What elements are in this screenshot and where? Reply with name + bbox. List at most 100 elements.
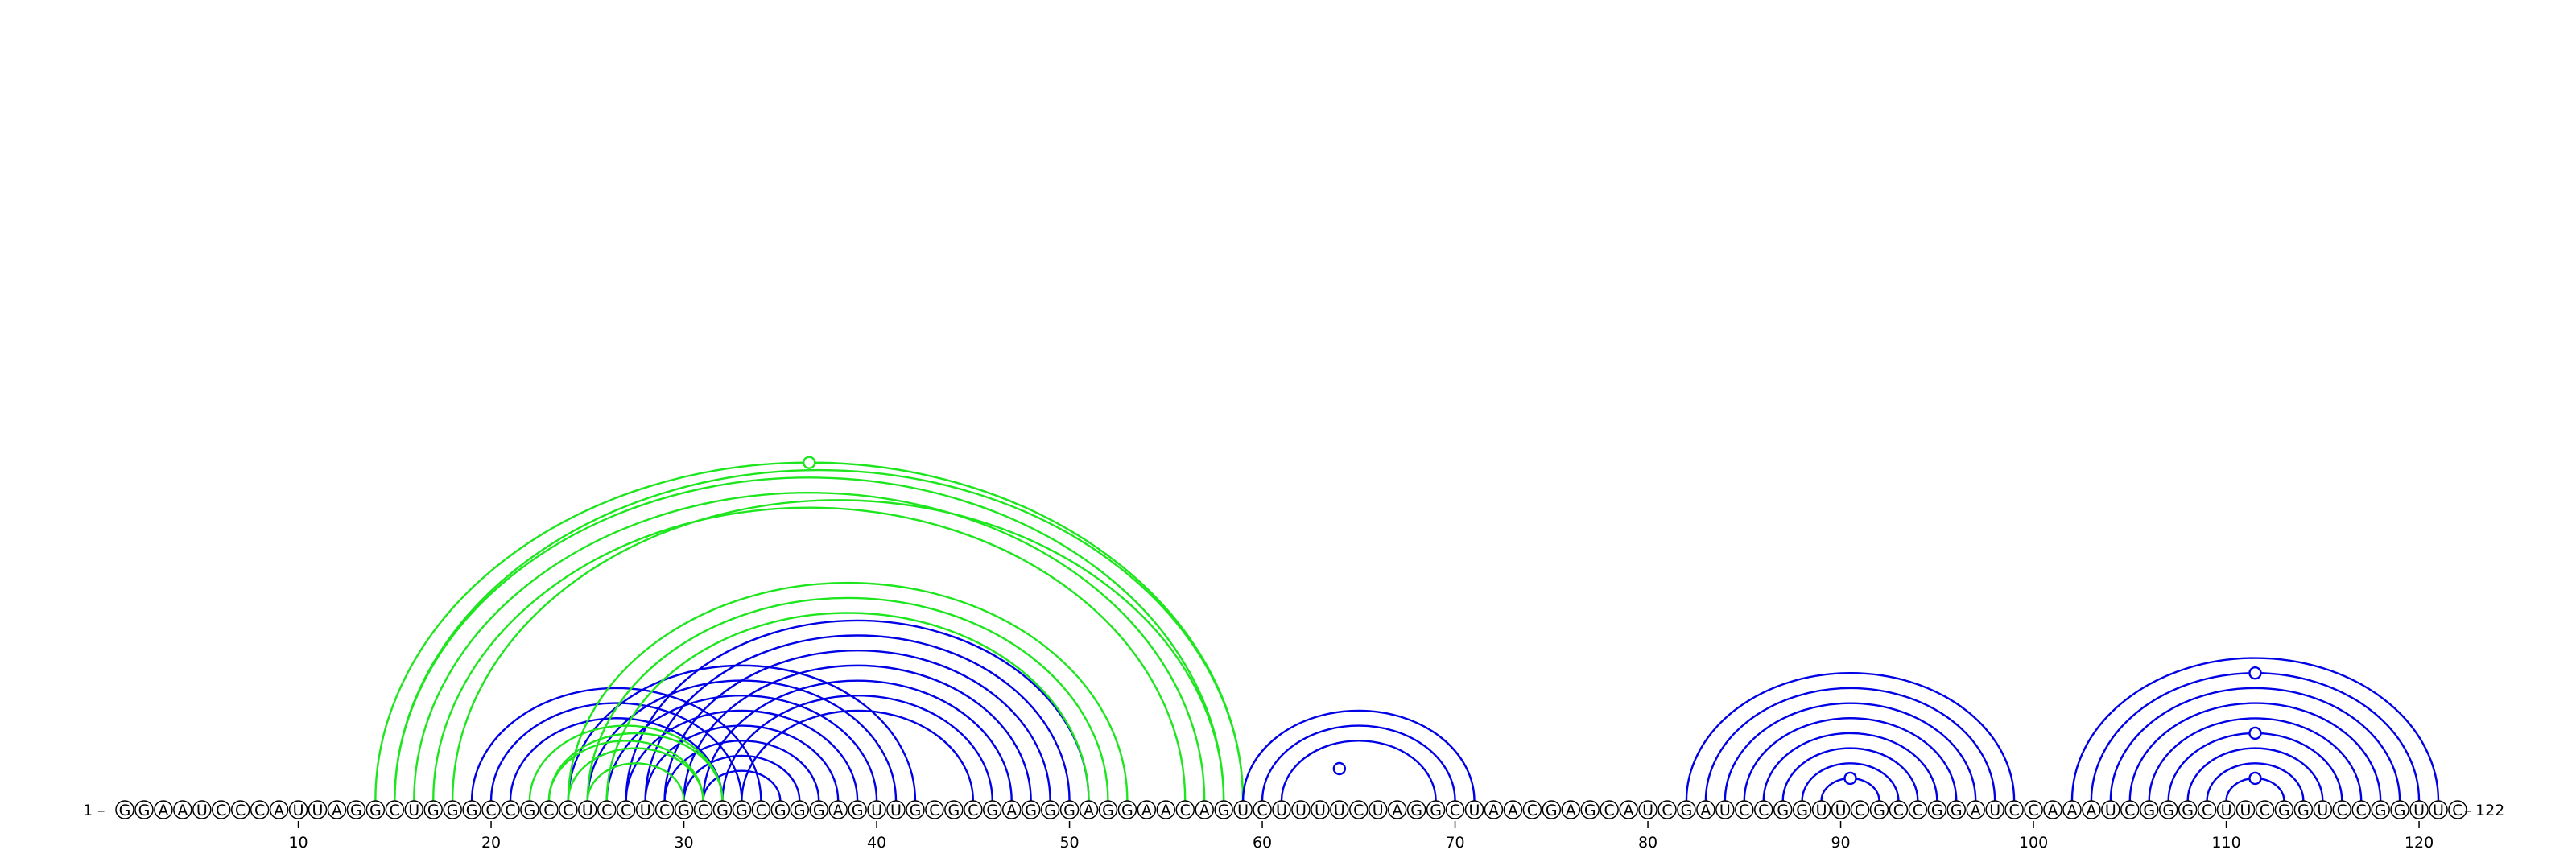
nucleotide-letter: G bbox=[736, 802, 748, 819]
nucleotide-letter: G bbox=[1218, 802, 1230, 819]
nucleotide: G bbox=[443, 800, 462, 819]
nucleotide: U bbox=[635, 800, 655, 819]
nucleotide: C bbox=[751, 800, 771, 819]
nucleotide-circle bbox=[1946, 800, 1966, 819]
nucleotide-letter: C bbox=[2124, 802, 2135, 819]
nucleotide: G bbox=[712, 800, 733, 819]
nucleotide: U bbox=[2101, 800, 2120, 819]
nucleotide-circle bbox=[1561, 800, 1580, 819]
nucleotide-circle bbox=[1811, 800, 1831, 819]
nucleotide-letter: U bbox=[293, 802, 304, 819]
nucleotide-letter: G bbox=[1777, 802, 1789, 819]
nucleotide-circle bbox=[770, 800, 791, 819]
base-pair-arc bbox=[394, 468, 1245, 802]
base-pair-arc bbox=[586, 596, 1109, 802]
nucleotide-letter: C bbox=[543, 802, 554, 819]
nucleotide-circle bbox=[2371, 800, 2390, 819]
nucleotide-letter: C bbox=[929, 802, 939, 819]
nucleotide: A bbox=[2082, 800, 2101, 819]
nucleotide-circle bbox=[1580, 800, 1600, 819]
base-pair-arc bbox=[1704, 687, 1996, 802]
nucleotide-letter: U bbox=[312, 802, 324, 819]
nucleotide: U bbox=[404, 800, 423, 819]
nucleotide: G bbox=[674, 800, 694, 819]
nucleotide-letter: G bbox=[1681, 802, 1693, 819]
nucleotide-letter: G bbox=[1584, 802, 1596, 819]
nucleotide-circle bbox=[2313, 800, 2333, 819]
nucleotide-circle bbox=[1657, 800, 1677, 819]
nucleotide: C bbox=[501, 800, 520, 819]
nucleotide: C bbox=[539, 800, 559, 819]
nucleotide-letter: C bbox=[2260, 802, 2270, 819]
nucleotide-letter: G bbox=[2182, 802, 2194, 819]
base-pair-arc bbox=[489, 702, 743, 802]
nucleotide-letter: U bbox=[1373, 802, 1384, 819]
nucleotide: C bbox=[1445, 800, 1465, 819]
nucleotide: U bbox=[2313, 800, 2333, 819]
nucleotide-circle bbox=[616, 800, 636, 819]
nucleotide-letter: U bbox=[1816, 802, 1827, 819]
nucleotide: G bbox=[2158, 800, 2178, 819]
nucleotide: G bbox=[1773, 800, 1793, 819]
nucleotide-circle bbox=[365, 800, 386, 819]
nucleotide-letter: G bbox=[813, 802, 825, 819]
base-pair-arc bbox=[2128, 702, 2382, 802]
nucleotide-circle bbox=[828, 800, 848, 819]
base-pair-arc bbox=[2167, 732, 2343, 802]
nucleotide-circle bbox=[404, 800, 423, 819]
base-pair-arc bbox=[567, 581, 1129, 802]
nucleotide: U bbox=[1715, 800, 1735, 819]
nucleotide: U bbox=[1291, 800, 1311, 819]
nucleotide: G bbox=[520, 800, 539, 819]
nucleotide-circle bbox=[1387, 800, 1407, 819]
nucleotide-letter: U bbox=[871, 802, 882, 819]
position-ticks: 10 20 30 40 50 60 70 80 90 100 110 120 bbox=[288, 821, 2434, 852]
nucleotide-circle bbox=[385, 800, 405, 819]
nucleotide-letter: G bbox=[2297, 802, 2310, 819]
loop-marker bbox=[1332, 761, 1347, 776]
nucleotide: G bbox=[1040, 800, 1060, 819]
end-dash: – bbox=[2464, 802, 2472, 819]
nucleotide-letter: A bbox=[2066, 802, 2077, 819]
nucleotide-letter: U bbox=[1835, 802, 1847, 819]
nucleotide-letter: C bbox=[2008, 802, 2019, 819]
loop-marker bbox=[2248, 666, 2262, 680]
nucleotide-letter: G bbox=[2394, 802, 2406, 819]
nucleotide-letter: U bbox=[2240, 802, 2252, 819]
nucleotide-circle bbox=[2120, 800, 2140, 819]
nucleotide-letter: G bbox=[466, 802, 478, 819]
nucleotide-letter: U bbox=[1315, 802, 1326, 819]
nucleotide-letter: G bbox=[774, 802, 786, 819]
nucleotide-letter: G bbox=[2278, 802, 2290, 819]
nucleotide: C bbox=[1908, 800, 1928, 819]
base-pair-arc bbox=[547, 732, 724, 802]
nucleotide: G bbox=[1677, 800, 1696, 819]
nucleotide-circle bbox=[1927, 800, 1947, 819]
nucleotide: G bbox=[2140, 800, 2159, 819]
nucleotide-circle bbox=[520, 800, 539, 819]
nucleotide: A bbox=[1966, 800, 1985, 819]
nucleotide-letter: C bbox=[621, 802, 631, 819]
nucleotide-letter: U bbox=[1334, 802, 1345, 819]
nucleotide-letter: A bbox=[2086, 802, 2096, 819]
tick-label: 70 bbox=[1445, 834, 1464, 852]
nucleotide-letter: C bbox=[1855, 802, 1865, 819]
nucleotide-circle bbox=[578, 800, 597, 819]
nucleotide: A bbox=[1484, 800, 1504, 819]
nucleotide-letter: G bbox=[119, 802, 131, 819]
nucleotide-letter: G bbox=[910, 802, 922, 819]
nucleotide-letter: G bbox=[2162, 802, 2174, 819]
nucleotide: G bbox=[1117, 800, 1137, 819]
tick-label: 100 bbox=[2019, 834, 2048, 852]
nucleotide-letter: A bbox=[1392, 802, 1402, 819]
nucleotide-circle bbox=[1619, 800, 1638, 819]
nucleotide-circle bbox=[1175, 800, 1195, 819]
nucleotide: A bbox=[1137, 800, 1157, 819]
nucleotide: U bbox=[2429, 800, 2448, 819]
nucleotide: G bbox=[115, 800, 134, 819]
base-pair-arc bbox=[1801, 762, 1900, 802]
nucleotide: A bbox=[1503, 800, 1523, 819]
nucleotide-letter: U bbox=[1642, 802, 1653, 819]
nucleotide-letter: C bbox=[1257, 802, 1267, 819]
